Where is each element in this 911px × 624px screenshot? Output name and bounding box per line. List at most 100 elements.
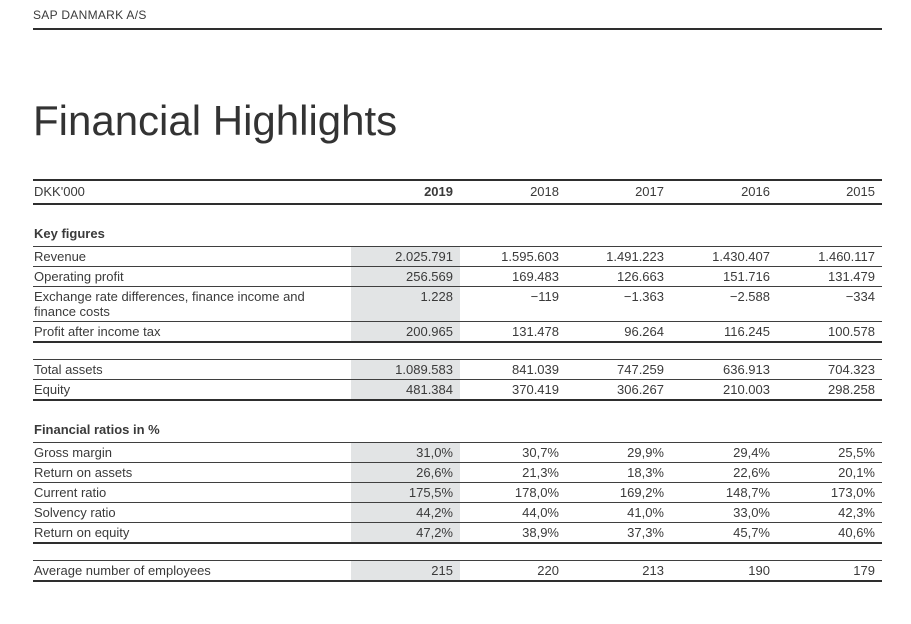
cell-2018: 21,3%: [460, 462, 566, 483]
cell-2016: 33,0%: [671, 502, 777, 523]
cell-2017: 169,2%: [566, 482, 671, 503]
financial-highlights-table: DKK'000 2019 2018 2017 2016 2015 Key fig…: [33, 179, 882, 582]
financial-table-body: Key figures Revenue 2.025.791 1.595.603 1.49…: [33, 204, 882, 582]
column-header-2015: 2015: [777, 179, 882, 205]
table-row: Equity 481.384 370.419 306.267 210.003 298.25…: [33, 379, 882, 401]
cell-2019: 1.089.583: [351, 359, 460, 380]
table-row: Current ratio 175,5% 178,0% 169,2% 148,7% 173…: [33, 482, 882, 503]
cell-2019: 2.025.791: [351, 246, 460, 267]
cell-2017: −1.363: [566, 286, 671, 322]
cell-2015: −334: [777, 286, 882, 322]
cell-2017: 18,3%: [566, 462, 671, 483]
cell-2019: 47,2%: [351, 522, 460, 544]
cell-2015: 25,5%: [777, 442, 882, 463]
cell-2018: 841.039: [460, 359, 566, 380]
row-label: Return on assets: [33, 462, 351, 483]
row-label: Solvency ratio: [33, 502, 351, 523]
column-header-2019: 2019: [351, 179, 460, 205]
cell-2019: 26,6%: [351, 462, 460, 483]
cell-2016: 1.430.407: [671, 246, 777, 267]
cell-2018: 178,0%: [460, 482, 566, 503]
cell-2017: 41,0%: [566, 502, 671, 523]
cell-2015: 1.460.117: [777, 246, 882, 267]
cell-2018: 370.419: [460, 379, 566, 401]
page-title: Financial Highlights: [33, 97, 398, 144]
section-heading: Key figures: [33, 204, 882, 247]
row-label: Profit after income tax: [33, 321, 351, 343]
section-heading-row: Financial ratios in %: [33, 400, 882, 443]
cell-2017: 126.663: [566, 266, 671, 287]
cell-2017: 29,9%: [566, 442, 671, 463]
cell-2015: 42,3%: [777, 502, 882, 523]
document-header: SAP DANMARK A/S: [33, 0, 882, 30]
cell-2018: 38,9%: [460, 522, 566, 544]
row-label: Equity: [33, 379, 351, 401]
cell-2019: 31,0%: [351, 442, 460, 463]
table-row: Operating profit 256.569 169.483 126.663 151…: [33, 266, 882, 287]
cell-2016: 636.913: [671, 359, 777, 380]
cell-2015: 100.578: [777, 321, 882, 343]
row-label: Gross margin: [33, 442, 351, 463]
section-spacer-cell: [33, 543, 882, 561]
table-row: Profit after income tax 200.965 131.478 96.…: [33, 321, 882, 343]
cell-2017: 213: [566, 560, 671, 582]
cell-2015: 298.258: [777, 379, 882, 401]
table-row: Return on assets 26,6% 21,3% 18,3% 22,6% 20,1…: [33, 462, 882, 483]
cell-2016: 29,4%: [671, 442, 777, 463]
cell-2017: 1.491.223: [566, 246, 671, 267]
cell-2019: 481.384: [351, 379, 460, 401]
cell-2019: 1.228: [351, 286, 460, 322]
cell-2018: −119: [460, 286, 566, 322]
table-row: Total assets 1.089.583 841.039 747.259 636.9…: [33, 359, 882, 380]
table-row: Return on equity 47,2% 38,9% 37,3% 45,7% 40,6…: [33, 522, 882, 544]
column-header-2017: 2017: [566, 179, 671, 205]
cell-2015: 704.323: [777, 359, 882, 380]
table-row: Gross margin 31,0% 30,7% 29,9% 29,4% 25,5%: [33, 442, 882, 463]
section-spacer: [33, 342, 882, 360]
cell-2018: 220: [460, 560, 566, 582]
row-label: Average number of employees: [33, 560, 351, 582]
cell-2019: 200.965: [351, 321, 460, 343]
cell-2017: 96.264: [566, 321, 671, 343]
cell-2018: 1.595.603: [460, 246, 566, 267]
cell-2019: 215: [351, 560, 460, 582]
table-row: Revenue 2.025.791 1.595.603 1.491.223 1.430.…: [33, 246, 882, 267]
cell-2018: 30,7%: [460, 442, 566, 463]
company-name: SAP DANMARK A/S: [33, 8, 147, 22]
cell-2015: 20,1%: [777, 462, 882, 483]
section-spacer-cell: [33, 342, 882, 360]
row-label: Total assets: [33, 359, 351, 380]
cell-2018: 44,0%: [460, 502, 566, 523]
table-header-row: DKK'000 2019 2018 2017 2016 2015: [33, 179, 882, 205]
table-row: Exchange rate differences, finance incom…: [33, 286, 882, 322]
cell-2015: 40,6%: [777, 522, 882, 544]
cell-2016: 190: [671, 560, 777, 582]
row-label: Operating profit: [33, 266, 351, 287]
report-page: SAP DANMARK A/S Financial Highlights DKK…: [33, 0, 882, 582]
cell-2016: 151.716: [671, 266, 777, 287]
table-header: DKK'000 2019 2018 2017 2016 2015: [33, 179, 882, 205]
cell-2018: 169.483: [460, 266, 566, 287]
section-spacer: [33, 543, 882, 561]
table-row: Solvency ratio 44,2% 44,0% 41,0% 33,0% 42,3%: [33, 502, 882, 523]
section-heading: Financial ratios in %: [33, 400, 882, 443]
cell-2018: 131.478: [460, 321, 566, 343]
unit-label: DKK'000: [33, 179, 351, 205]
cell-2016: 45,7%: [671, 522, 777, 544]
row-label: Return on equity: [33, 522, 351, 544]
column-header-2016: 2016: [671, 179, 777, 205]
cell-2019: 175,5%: [351, 482, 460, 503]
cell-2017: 747.259: [566, 359, 671, 380]
cell-2016: 148,7%: [671, 482, 777, 503]
cell-2016: 116.245: [671, 321, 777, 343]
section-heading-row: Key figures: [33, 204, 882, 247]
cell-2017: 306.267: [566, 379, 671, 401]
table-row: Average number of employees 215 220 213 190 1…: [33, 560, 882, 582]
cell-2016: 210.003: [671, 379, 777, 401]
cell-2016: 22,6%: [671, 462, 777, 483]
cell-2015: 173,0%: [777, 482, 882, 503]
cell-2015: 131.479: [777, 266, 882, 287]
row-label: Current ratio: [33, 482, 351, 503]
column-header-2018: 2018: [460, 179, 566, 205]
cell-2019: 44,2%: [351, 502, 460, 523]
